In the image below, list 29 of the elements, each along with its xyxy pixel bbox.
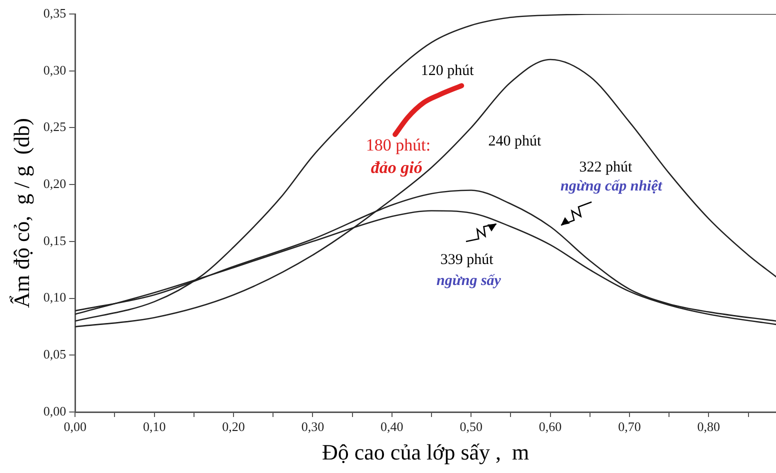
annotation: 322 phút <box>579 159 634 176</box>
series-label: 240 phút <box>488 133 542 150</box>
y-tick-label: 0,20 <box>43 176 66 191</box>
x-tick-label: 0,00 <box>64 419 87 434</box>
x-tick-label: 0,50 <box>460 419 482 434</box>
series-label: 180 phút: <box>366 135 431 154</box>
y-tick-label: 0,05 <box>43 346 66 362</box>
y-axis-title: Ẩm độ cỏ, g / g (db) <box>8 118 34 308</box>
y-tick-label: 0,00 <box>43 403 66 418</box>
x-axis-title: Độ cao của lớp sấy , m <box>322 440 530 465</box>
x-tick-label: 0,10 <box>142 419 166 434</box>
x-tick-label: 0,60 <box>538 419 562 434</box>
x-tick-label: 0,30 <box>301 419 324 434</box>
y-tick-label: 0,35 <box>43 5 66 20</box>
y-tick-label: 0,10 <box>43 290 66 305</box>
x-tick-label: 0,40 <box>380 419 404 434</box>
annotation: 339 phút <box>440 252 494 268</box>
x-tick-label: 0,70 <box>618 419 641 434</box>
x-tick-label: 0,20 <box>222 419 245 434</box>
x-tick-label: 0,80 <box>697 419 720 434</box>
annotation: ngừng sấy <box>436 273 502 290</box>
series-label: 120 phút <box>420 62 475 79</box>
y-tick-label: 0,15 <box>43 232 66 248</box>
annotation: ngừng cấp nhiệt <box>560 178 663 195</box>
y-tick-label: 0,30 <box>43 62 66 78</box>
line-series <box>75 14 776 322</box>
y-tick-label: 0,25 <box>43 119 66 134</box>
line-series <box>75 58 776 328</box>
annotation: đảo gió <box>370 158 422 178</box>
